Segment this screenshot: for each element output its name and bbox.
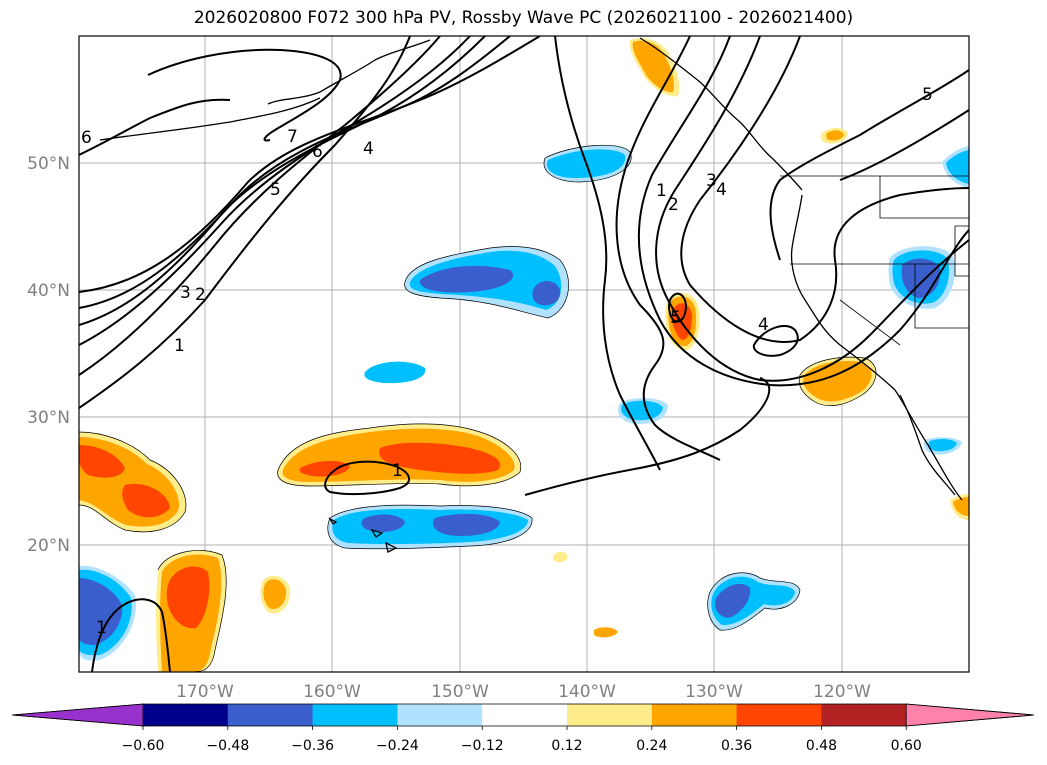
colorbar-extend-max [905,703,1035,727]
lat-label-50n: 50°N [27,154,70,174]
colorbar-segment [397,704,483,726]
colorbar-segment [821,704,907,726]
positive-anomaly-shading [79,38,969,672]
colorbar-segment [482,704,568,726]
map-frame [78,35,970,673]
colorbar-tick-label: −0.60 [122,738,165,754]
pv-contour-labels: 1 2 3 5 6 7 4 6 1 2 3 4 5 4 1 1 5 [81,85,933,638]
colorbar-tick-label: 0.60 [891,738,922,754]
pv-label-5-cutoff: 5 [670,308,681,328]
colorbar-segment [227,704,314,726]
lon-label-140w: 140°W [558,682,616,702]
latitude-labels: 50°N 40°N 30°N 20°N [27,154,70,556]
lat-label-40n: 40°N [27,281,70,301]
pv-label-4-ridge: 4 [758,315,769,335]
political-borders [780,175,969,346]
pv-label-3-trough: 3 [706,171,717,191]
pv-label-1-southwest: 1 [96,618,107,638]
pv-label-6-west: 6 [81,128,92,148]
colorbar-segment [736,704,822,726]
colorbar-extend-min [11,703,144,727]
colorbar-segment [143,704,229,726]
map-area [79,36,969,672]
pv-label-2: 2 [195,285,206,305]
colorbar-tick-label: −0.36 [291,738,334,754]
colorbar-tick-label: −0.48 [206,738,249,754]
lon-label-170w: 170°W [176,682,234,702]
lon-label-120w: 120°W [813,682,871,702]
colorbar-segment [312,704,398,726]
colorbar-tick-label: 0.48 [806,738,837,754]
lat-label-20n: 20°N [27,536,70,556]
pv-label-5: 5 [270,180,281,200]
graticule [79,36,969,672]
negative-anomaly-shading [79,145,969,661]
pv-label-1-trough: 1 [656,181,667,201]
pv-label-1: 1 [174,336,185,356]
longitude-labels: 170°W 160°W 150°W 140°W 130°W 120°W [176,682,871,702]
pv-contours [79,36,969,672]
lon-label-160w: 160°W [303,682,361,702]
pv-label-4: 4 [363,139,374,159]
colorbar: −0.60 −0.48 −0.36 −0.24 −0.12 0.12 0.24 0.36 0.4… [11,703,1035,754]
lat-label-30n: 30°N [27,408,70,428]
colorbar-tick-label: 0.12 [551,738,582,754]
pv-label-1-subtropical: 1 [392,461,403,481]
coastlines [99,37,963,553]
colorbar-tick-label: 0.36 [721,738,752,754]
lon-label-130w: 130°W [685,682,743,702]
map-title: 2026020800 F072 300 hPa PV, Rossby Wave … [193,8,854,28]
pv-label-3: 3 [180,283,191,303]
pv-label-4-trough: 4 [716,180,727,200]
colorbar-tick-label: −0.24 [376,738,419,754]
shading-outlines [79,144,877,672]
colorbar-segment [651,704,738,726]
pv-label-6: 6 [312,142,323,162]
lon-label-150w: 150°W [431,682,489,702]
pv-label-2-trough: 2 [668,195,679,215]
colorbar-tick-label: −0.12 [461,738,504,754]
colorbar-tick-label: 0.24 [636,738,667,754]
colorbar-segment [567,704,653,726]
pv-label-5-northeast: 5 [922,85,933,105]
pv-label-7: 7 [287,127,298,147]
